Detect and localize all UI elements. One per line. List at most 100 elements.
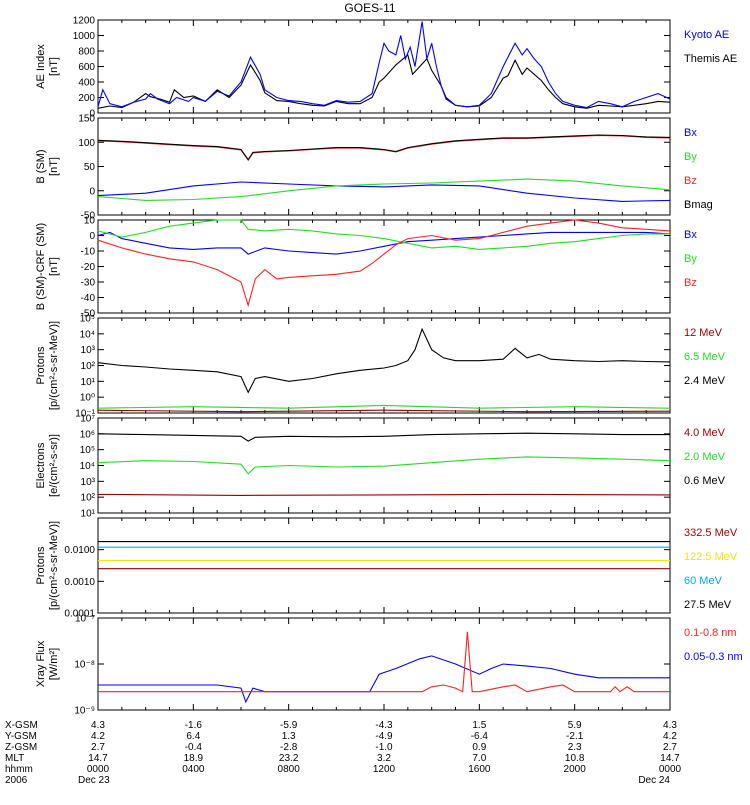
panel-3-ytick-label: 10¹ (81, 377, 96, 388)
ephemeris-value: 4.3 (663, 720, 677, 731)
panel-1-ytick-label: 50 (84, 162, 96, 173)
panel-2-series-2 (97, 219, 671, 308)
panel-3-frame (97, 317, 671, 414)
panel-3-ytick-label: 10² (81, 361, 96, 372)
ephemeris-value: 3.2 (377, 753, 391, 764)
ephemeris-value: 4.2 (91, 731, 105, 742)
panel-0-series-1 (97, 21, 671, 109)
ephemeris-value: 14.7 (88, 753, 108, 764)
panel-3-legend-label: 2.4 MeV (684, 375, 726, 387)
ephemeris-value: 1.5 (472, 720, 486, 731)
ephemeris-value: 1600 (468, 764, 491, 775)
panel-4-series-2 (97, 493, 671, 496)
ephemeris-value: 14.7 (660, 753, 680, 764)
panel-2-ytick-label: 10 (84, 216, 96, 227)
ephemeris-value: 4.3 (91, 720, 105, 731)
panel-1-ytick-label: 150 (78, 114, 95, 125)
ephemeris-value: 0.9 (472, 742, 486, 753)
panel-5-legend-label: 122.5 MeV (684, 551, 738, 563)
panel-4-ytick-label: 10⁷ (80, 414, 95, 425)
panel-5-legend-label: 332.5 MeV (684, 527, 738, 539)
panel-3-ytick-label: 10⁴ (80, 329, 95, 340)
panel-2-legend-label: Bx (684, 229, 697, 241)
ephemeris-row-label: hhmm (5, 764, 33, 775)
panel-3-ytick-label: 10⁵ (80, 314, 95, 325)
panel-4-ytick-label: 10⁵ (80, 445, 95, 456)
panel-6-ytick-label: 10⁻⁷ (75, 614, 95, 625)
panel-4-frame (97, 417, 671, 514)
ephemeris-value: -4.3 (375, 720, 393, 731)
panel-0-ytick-label: 200 (78, 93, 95, 104)
ephemeris-value: -2.1 (566, 731, 584, 742)
panel-0-series-0 (97, 53, 671, 109)
panel-5-ytick-label: 0.0010 (64, 577, 95, 588)
panel-6-ylabel: Xray Flux (35, 640, 47, 687)
panel-4-ytick-label: 10³ (81, 477, 96, 488)
panel-6-ylabel: [W/m²] (48, 648, 60, 680)
ephemeris-value: 7.0 (472, 753, 486, 764)
panel-4-legend-label: 2.0 MeV (684, 451, 726, 463)
panel-1-series-3 (97, 178, 671, 201)
panel-4-series-0 (97, 432, 670, 442)
panel-3-ytick-label: 10³ (81, 345, 96, 356)
panel-5-ylabel: [p/(cm²-s-sr-MeV)] (48, 521, 60, 610)
panel-5-frame (97, 517, 671, 614)
panel-2-legend-label: By (684, 253, 697, 265)
panel-2-ytick-label: 0 (89, 231, 95, 242)
ephemeris-value: -0.4 (185, 742, 203, 753)
ephemeris-row-label: MLT (5, 753, 24, 764)
panel-2-frame (97, 219, 671, 314)
ephemeris-value: -6.4 (471, 731, 489, 742)
ephemeris-value: -4.9 (375, 731, 393, 742)
ephemeris-value: 2.3 (568, 742, 582, 753)
panel-6-ytick-label: 10⁻⁸ (74, 660, 95, 671)
panel-3-series-1 (97, 404, 671, 409)
panel-1-series-1 (97, 134, 671, 161)
ephemeris-value: 0000 (87, 764, 110, 775)
ephemeris-value: 2.7 (663, 742, 677, 753)
panel-6-series-0 (98, 655, 670, 704)
panel-1-ylabel: [nT] (48, 157, 60, 176)
ephemeris-value: 4.2 (663, 731, 677, 742)
panel-4-legend-label: 4.0 MeV (684, 427, 726, 439)
panel-2-ytick-label: -50 (81, 309, 96, 320)
panel-3-ytick-label: 10⁻¹ (75, 409, 95, 420)
panel-5-ylabel: Protons (35, 546, 47, 584)
panel-1-legend-label: Bz (684, 175, 697, 187)
ephemeris-value: 23.2 (279, 753, 299, 764)
panel-0-legend-label: Kyoto AE (684, 29, 729, 41)
panel-2-ytick-label: -30 (81, 278, 96, 289)
panel-1-frame (97, 117, 671, 216)
panel-4-legend-label: 0.6 MeV (684, 475, 726, 487)
panel-5-legend-label: 60 MeV (684, 575, 723, 587)
ephemeris-value: -1.6 (185, 720, 203, 731)
panel-2-legend-label: Bz (684, 277, 697, 289)
panel-4-ytick-label: 10⁶ (80, 429, 95, 440)
panel-1-ytick-label: 0 (89, 186, 95, 197)
ephemeris-value: 0400 (182, 764, 205, 775)
panel-6-legend-label: 0.05-0.3 nm (684, 651, 743, 663)
panel-0-ytick-label: 1200 (73, 16, 96, 27)
panel-2-ytick-label: -10 (81, 247, 96, 258)
ephemeris-row-label: Y-GSM (5, 731, 37, 742)
panel-0-ylabel: AE Index (35, 44, 47, 89)
panel-6-legend-label: 0.1-0.8 nm (684, 627, 737, 639)
ephemeris-value: 2000 (564, 764, 587, 775)
panel-0-legend-label: Themis AE (684, 53, 737, 65)
ephemeris-value: -1.0 (375, 742, 393, 753)
panel-0-ytick-label: 400 (78, 78, 95, 89)
ephemeris-value: 18.9 (184, 753, 204, 764)
panel-1-series-0 (97, 134, 671, 162)
panel-5-legend-label: 27.5 MeV (684, 599, 732, 611)
panel-6-frame (97, 617, 671, 711)
panel-4-series-1 (97, 456, 671, 475)
panel-3-series-0 (97, 327, 671, 394)
panel-1-series-2 (97, 181, 671, 202)
panel-6-series-1 (98, 631, 670, 693)
ephemeris-value: 1.3 (282, 731, 296, 742)
panel-3-ylabel: [p/(cm²-s-sr-MeV)] (48, 321, 60, 410)
panel-2-series-0 (97, 231, 671, 255)
panel-3-legend-label: 12 MeV (684, 327, 723, 339)
chart-title: GOES-11 (344, 1, 395, 15)
panel-0-ytick-label: 1000 (73, 31, 96, 42)
